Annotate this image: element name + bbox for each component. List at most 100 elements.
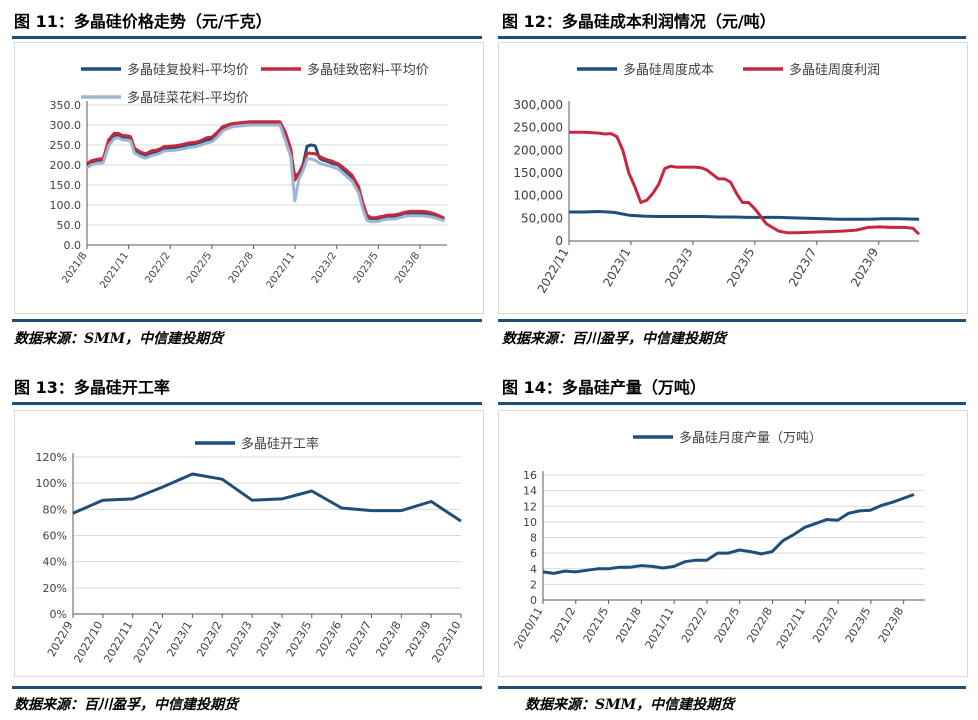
divider xyxy=(498,36,966,39)
x-tick-label: 2022/5 xyxy=(712,605,743,645)
y-tick-label: 0.0 xyxy=(64,239,82,252)
series-line xyxy=(86,120,445,220)
y-tick-label: 200,000 xyxy=(513,143,563,157)
y-tick-label: 50.0 xyxy=(57,219,82,232)
divider xyxy=(498,686,966,689)
x-tick-label: 2022/11 xyxy=(535,246,572,296)
x-tick-label: 2022/9 xyxy=(45,619,76,659)
x-tick-label: 2022/2 xyxy=(144,250,173,285)
y-tick-label: 0 xyxy=(530,594,537,607)
legend-label: 多晶硅致密料-平均价 xyxy=(307,62,429,78)
y-tick-label: 100% xyxy=(36,477,67,490)
y-tick-label: 2 xyxy=(530,578,537,591)
x-tick-label: 2023/2 xyxy=(310,250,339,285)
divider xyxy=(12,319,482,322)
source-note-14: 数据来源：SMM，中信建投期货 xyxy=(525,697,735,713)
y-tick-label: 120% xyxy=(36,451,67,464)
legend-label: 多晶硅月度产量（万吨） xyxy=(679,430,822,446)
y-tick-label: 16 xyxy=(523,469,537,482)
x-tick-label: 2023/7 xyxy=(343,619,374,659)
divider xyxy=(12,402,482,405)
source-note-11: 数据来源：SMM，中信建投期货 xyxy=(14,331,224,347)
x-tick-label: 2022/2 xyxy=(679,605,710,645)
x-tick-label: 2023/7 xyxy=(786,246,819,290)
x-tick-label: 2023/5 xyxy=(284,619,315,659)
y-tick-label: 50,000 xyxy=(521,211,563,225)
y-tick-label: 4 xyxy=(530,563,537,576)
x-tick-label: 2022/12 xyxy=(131,619,165,665)
x-tick-label: 2023/8 xyxy=(373,619,404,659)
x-tick-label: 2021/5 xyxy=(581,605,612,645)
legend-label: 多晶硅周度利润 xyxy=(789,62,880,78)
y-tick-label: 350.0 xyxy=(50,99,82,112)
x-tick-label: 2023/5 xyxy=(724,245,757,289)
source-note-13: 数据来源：百川盈孚，中信建投期货 xyxy=(14,697,238,713)
y-tick-label: 100,000 xyxy=(513,189,563,203)
cost-profit-chart: 0 50,000 100,000 150,000 200,000 250,000 300,0… xyxy=(513,62,921,296)
divider xyxy=(12,36,482,39)
y-tick-label: 300.0 xyxy=(50,119,82,132)
price-chart: 0.0 50.0 100.0 150.0 200.0 250.0 300.0 350.0 202… xyxy=(50,62,447,291)
y-tick-label: 80% xyxy=(43,503,67,516)
chart-panel-cost-profit: 0 50,000 100,000 150,000 200,000 250,000 300,0… xyxy=(498,42,968,314)
legend-label: 多晶硅周度成本 xyxy=(623,62,714,78)
y-tick-label: 60% xyxy=(43,530,67,543)
x-tick-label: 2023/5 xyxy=(352,250,381,285)
y-tick-label: 6 xyxy=(530,547,537,560)
chart-title-12: 图 12：多晶硅成本利润情况（元/吨） xyxy=(502,12,776,31)
chart-panel-utilization: 0% 20% 40% 60% 80% 100% 120% 2022/9 2022/10 2022/… xyxy=(14,410,484,677)
x-tick-label: 2022/11 xyxy=(774,605,808,651)
x-tick-label: 2023/8 xyxy=(876,605,907,645)
source-note-12: 数据来源：百川盈孚，中信建投期货 xyxy=(502,331,726,347)
x-tick-label: 2022/8 xyxy=(227,250,256,285)
legend-label: 多晶硅开工率 xyxy=(241,436,319,452)
x-tick-label: 2023/5 xyxy=(843,605,874,645)
chart-panel-output: 0 2 4 6 8 10 12 14 16 2020/11 2021/2 2021/5 2021/8 20… xyxy=(498,410,968,677)
x-tick-label: 2023/1 xyxy=(164,619,195,659)
divider xyxy=(498,402,966,405)
series-line xyxy=(569,130,921,236)
y-tick-label: 150,000 xyxy=(513,166,563,180)
chart-title-13: 图 13：多晶硅开工率 xyxy=(14,378,170,397)
series-line xyxy=(86,123,445,224)
series-line xyxy=(72,472,462,523)
x-tick-label: 2021/8 xyxy=(60,250,89,285)
y-tick-label: 150.0 xyxy=(50,179,82,192)
y-tick-label: 100.0 xyxy=(50,199,82,212)
utilization-chart: 0%20%40%60%80%100%120%2022/92022/102022/… xyxy=(36,436,464,665)
x-tick-label: 2023/9 xyxy=(848,246,881,290)
divider xyxy=(12,686,482,689)
x-tick-label: 2020/11 xyxy=(511,605,545,651)
x-tick-label: 2021/11 xyxy=(98,250,131,290)
x-tick-label: 2022/8 xyxy=(745,605,776,645)
series-line xyxy=(542,493,915,575)
x-tick-label: 2023/3 xyxy=(662,246,695,290)
y-tick-label: 10 xyxy=(523,516,537,529)
x-tick-label: 2022/5 xyxy=(185,250,214,285)
y-tick-label: 12 xyxy=(523,500,537,513)
x-tick-label: 2022/11 xyxy=(265,250,298,290)
x-tick-label: 2023/2 xyxy=(810,605,841,645)
x-tick-label: 2023/3 xyxy=(224,619,255,659)
x-tick-label: 2023/4 xyxy=(254,619,285,659)
x-tick-label: 2023/6 xyxy=(314,619,345,659)
x-tick-label: 2023/2 xyxy=(194,619,225,659)
y-tick-label: 250,000 xyxy=(513,121,563,135)
x-tick-label: 2023/10 xyxy=(429,619,463,665)
series-line xyxy=(569,210,920,221)
x-tick-label: 2023/9 xyxy=(403,619,434,659)
y-tick-label: 300,000 xyxy=(513,98,563,112)
x-tick-label: 2023/1 xyxy=(600,246,633,290)
y-tick-label: 200.0 xyxy=(50,159,82,172)
legend-label: 多晶硅菜花料-平均价 xyxy=(127,90,249,106)
legend-label: 多晶硅复投料-平均价 xyxy=(127,62,249,78)
x-tick-label: 2021/8 xyxy=(613,605,644,645)
y-tick-label: 0 xyxy=(555,234,563,248)
y-tick-label: 40% xyxy=(43,556,67,569)
x-tick-label: 2023/8 xyxy=(393,250,422,285)
y-tick-label: 250.0 xyxy=(50,139,82,152)
x-tick-label: 2021/2 xyxy=(548,605,579,645)
divider xyxy=(498,319,966,322)
chart-title-14: 图 14：多晶硅产量（万吨） xyxy=(502,378,706,397)
